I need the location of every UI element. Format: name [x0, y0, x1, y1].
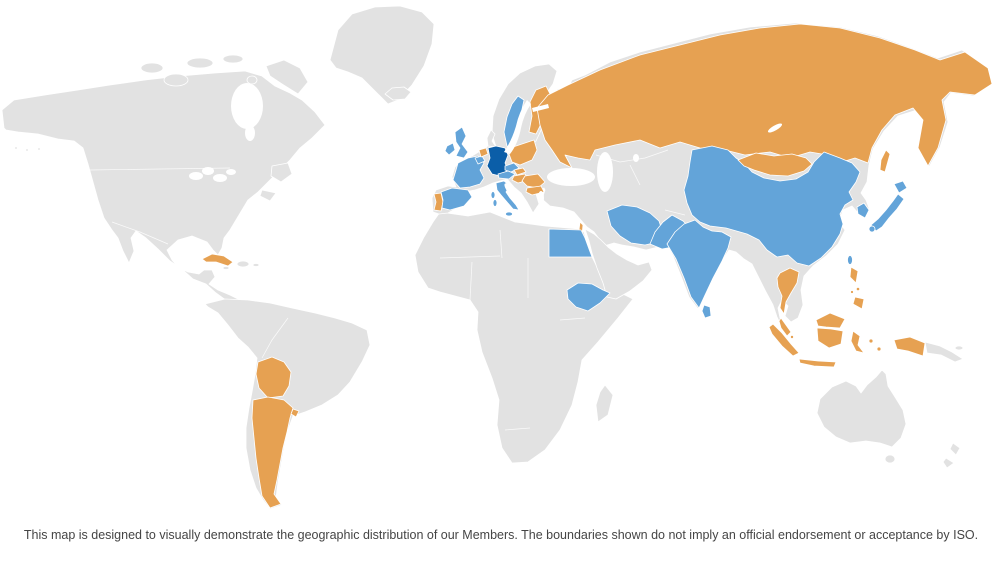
- country-philippines-luzon[interactable]: [849, 266, 859, 284]
- country-indonesia-sumatra[interactable]: [768, 323, 800, 357]
- country-indonesia-sulawesi[interactable]: [850, 330, 865, 354]
- aleutian-island: [37, 147, 41, 151]
- internal-borders: [89, 149, 686, 431]
- gulf-of-finland: [532, 104, 549, 112]
- country-bolivia[interactable]: [255, 356, 292, 399]
- country-belgium[interactable]: [474, 155, 486, 165]
- baffin-island: [265, 59, 309, 95]
- country-sri-lanka[interactable]: [701, 304, 712, 319]
- country-sardinia[interactable]: [492, 199, 498, 207]
- greenland: [329, 5, 435, 105]
- aleutian-island: [14, 146, 18, 150]
- country-indonesia-java[interactable]: [798, 358, 837, 368]
- country-philippines-visayas[interactable]: [855, 286, 861, 292]
- new-zealand-north: [949, 442, 961, 456]
- adriatic-sea: [504, 183, 520, 201]
- landmass-africa: [414, 211, 634, 464]
- country-germany[interactable]: [486, 145, 509, 177]
- country-spain[interactable]: [440, 187, 473, 211]
- country-uruguay[interactable]: [290, 408, 300, 418]
- country-austria[interactable]: [497, 170, 516, 180]
- great-lake: [202, 167, 214, 175]
- country-slovakia[interactable]: [513, 167, 527, 176]
- country-indonesia-maluku[interactable]: [868, 338, 874, 344]
- iceland: [384, 86, 412, 101]
- hudson-bay: [231, 83, 263, 129]
- country-ethiopia[interactable]: [566, 282, 611, 312]
- country-philippines-visayas[interactable]: [850, 290, 854, 294]
- country-taiwan[interactable]: [847, 255, 853, 265]
- country-argentina[interactable]: [251, 396, 294, 509]
- country-russia-sakhalin[interactable]: [879, 149, 891, 173]
- arctic-island: [222, 54, 244, 64]
- country-indonesia-kalimantan[interactable]: [816, 327, 844, 349]
- hispaniola: [236, 260, 250, 268]
- new-britain: [954, 345, 964, 351]
- arabian-peninsula: [584, 228, 653, 300]
- aegean-sea: [538, 191, 544, 205]
- country-sicily[interactable]: [505, 211, 513, 217]
- caspian-sea: [597, 152, 613, 192]
- landmass-north-america: [1, 70, 326, 308]
- country-india[interactable]: [666, 219, 732, 309]
- country-south-korea[interactable]: [856, 202, 870, 219]
- country-malaysia-peninsula[interactable]: [778, 317, 792, 337]
- world-map: [1, 5, 993, 510]
- aral-sea: [633, 154, 639, 162]
- country-france[interactable]: [452, 155, 485, 189]
- arctic-island: [163, 73, 189, 87]
- country-singapore[interactable]: [790, 334, 795, 339]
- country-cuba[interactable]: [201, 253, 234, 267]
- country-japan-kyushu[interactable]: [868, 225, 876, 233]
- lake-baikal: [767, 123, 783, 133]
- country-thailand[interactable]: [776, 267, 800, 315]
- country-japan-hokkaido[interactable]: [893, 180, 908, 194]
- great-lake: [189, 172, 203, 180]
- new-zealand-south: [942, 457, 955, 469]
- puerto-rico: [252, 263, 260, 267]
- arctic-island: [246, 75, 258, 85]
- arctic-island: [186, 57, 214, 69]
- country-malaysia-borneo[interactable]: [815, 312, 846, 329]
- member-countries: [201, 23, 993, 509]
- jamaica: [222, 266, 230, 270]
- baltic-sea: [504, 100, 531, 154]
- australia: [816, 369, 907, 448]
- aleutian-island: [25, 148, 29, 152]
- country-japan-honshu[interactable]: [870, 193, 905, 232]
- nova-scotia: [259, 189, 277, 202]
- james-bay: [245, 125, 255, 141]
- country-philippines-mindanao[interactable]: [852, 296, 865, 310]
- country-russia[interactable]: [536, 23, 993, 169]
- country-mongolia[interactable]: [737, 152, 813, 177]
- black-sea: [547, 168, 595, 186]
- tasmania: [884, 454, 896, 464]
- country-corsica[interactable]: [490, 191, 496, 199]
- madagascar: [595, 384, 614, 423]
- country-ireland[interactable]: [444, 142, 456, 156]
- great-lake: [226, 169, 236, 175]
- country-united-kingdom[interactable]: [454, 126, 469, 159]
- map-caption: This map is designed to visually demonst…: [23, 528, 979, 542]
- arctic-island: [140, 62, 164, 74]
- country-china[interactable]: [683, 145, 861, 267]
- newfoundland: [270, 162, 293, 183]
- country-indonesia-papua[interactable]: [893, 336, 926, 357]
- country-egypt[interactable]: [548, 228, 593, 258]
- country-indonesia-maluku[interactable]: [876, 346, 882, 352]
- country-poland[interactable]: [508, 139, 538, 166]
- inland-seas: [189, 83, 783, 205]
- great-lake: [213, 174, 227, 182]
- country-netherlands[interactable]: [478, 147, 489, 158]
- world-map-svg: [1, 5, 993, 510]
- new-guinea-east: [924, 341, 964, 363]
